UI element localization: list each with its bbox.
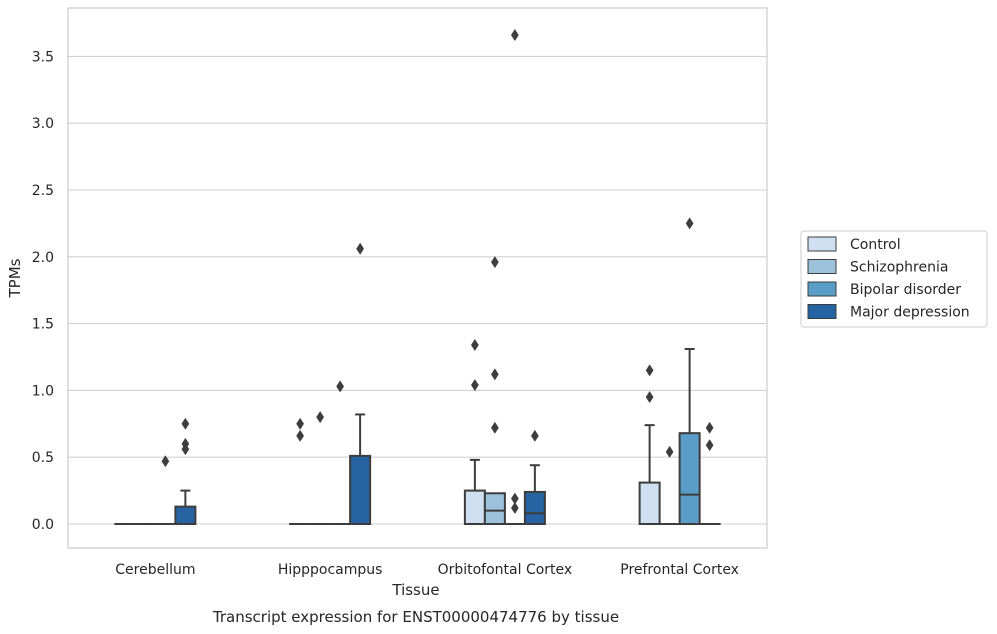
x-tick-label: Hipppocampus [278,562,383,578]
x-tick-label: Orbitofontal Cortex [438,562,573,578]
outlier-point [357,243,364,254]
outlier-point [471,379,478,390]
box-group [330,381,350,524]
box-series [115,29,719,524]
legend-swatch [808,305,836,319]
box-body [680,433,700,524]
y-tick-label: 1.5 [32,317,54,333]
y-tick-label: 0.5 [32,450,54,466]
outlier-point [317,412,324,423]
legend-swatch [808,237,836,251]
box-group [350,243,370,524]
box-body [525,492,545,524]
outlier-point [646,365,653,376]
x-axis-ticks: Cerebellum Hipppocampus Orbitofontal Corte… [115,562,739,578]
y-tick-label: 3.0 [32,116,54,132]
y-axis-ticks: 0.0 0.5 1.0 1.5 2.0 2.5 3.0 3.5 [32,49,54,533]
box-plot-chart: 0.0 0.5 1.0 1.5 2.0 2.5 3.0 3.5 Cerebellum Hippp… [0,0,997,634]
legend-label: Bipolar disorder [850,282,961,298]
y-tick-label: 2.5 [32,183,54,199]
legend: Control Schizophrenia Bipolar disorder Majo… [801,231,987,327]
box-group [680,218,700,524]
box-group [505,29,525,524]
box-group [640,365,660,524]
legend-label: Major depression [850,305,970,321]
box-body [350,456,370,524]
y-tick-label: 2.0 [32,250,54,266]
legend-label: Control [850,237,901,253]
box-group [290,418,310,524]
legend-swatch [808,260,836,274]
box-group [310,412,330,524]
box-group [660,446,680,524]
box-group [525,430,545,524]
outlier-point [471,339,478,350]
outlier-point [491,369,498,380]
outlier-point [511,493,518,504]
grid-lines [68,56,767,524]
x-tick-label: Prefrontal Cortex [620,562,739,578]
box-group [465,339,485,524]
box-group [155,456,175,524]
outlier-point [706,440,713,451]
box-body [175,507,195,524]
legend-label: Schizophrenia [850,260,948,276]
box-body [465,491,485,524]
box-group [700,422,720,524]
y-tick-label: 0.0 [32,517,54,533]
outlier-point [511,29,518,40]
outlier-point [491,257,498,268]
legend-swatch [808,282,836,296]
outlier-point [297,418,304,429]
y-tick-label: 3.5 [32,49,54,65]
y-tick-label: 1.0 [32,383,54,399]
chart-caption: Transcript expression for ENST0000047477… [212,608,619,626]
x-tick-label: Cerebellum [115,562,195,578]
outlier-point [531,430,538,441]
box-body [485,493,505,524]
outlier-point [646,391,653,402]
outlier-point [491,422,498,433]
x-axis-title: Tissue [391,581,439,599]
box-group [175,418,195,524]
outlier-point [706,422,713,433]
box-body [640,483,660,524]
outlier-point [686,218,693,229]
outlier-point [182,418,189,429]
outlier-point [666,446,673,457]
y-axis-title: TPMs [6,258,24,298]
outlier-point [297,430,304,441]
plot-frame [68,8,767,548]
